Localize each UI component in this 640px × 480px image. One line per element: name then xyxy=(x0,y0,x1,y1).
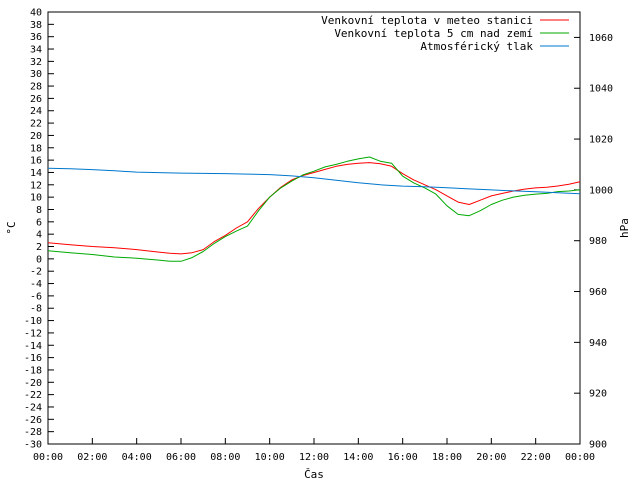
x-tick-label: 00:00 xyxy=(33,452,63,463)
right-axis-title: hPa xyxy=(618,218,631,238)
left-tick-label: -16 xyxy=(24,353,42,364)
x-tick-label: 20:00 xyxy=(476,452,506,463)
left-tick-label: 12 xyxy=(30,180,42,191)
left-tick-label: 6 xyxy=(36,217,42,228)
right-axis-tick-labels: 900 920 940 960 980 1000 1020 1040 1060 xyxy=(589,33,613,451)
left-tick-label: 32 xyxy=(30,57,42,68)
x-tick-label: 14:00 xyxy=(343,452,373,463)
right-tick-label: 920 xyxy=(589,389,607,400)
legend: Venkovní teplota v meteo stanici Venkovn… xyxy=(321,14,569,53)
plot-frame xyxy=(47,11,581,445)
left-tick-label: 40 xyxy=(30,8,42,19)
left-tick-label: 0 xyxy=(36,254,42,265)
series-lines xyxy=(47,156,581,262)
legend-label-ground-5cm: Venkovní teplota 5 cm nad zemí xyxy=(334,27,533,40)
x-tick-label: 02:00 xyxy=(77,452,107,463)
left-tick-label: -6 xyxy=(30,291,42,302)
x-tick-label: 06:00 xyxy=(166,452,196,463)
left-tick-label: 24 xyxy=(30,106,42,117)
legend-label-outdoor-station: Venkovní teplota v meteo stanici xyxy=(321,14,533,27)
left-tick-label: 28 xyxy=(30,82,42,93)
left-tick-label: 18 xyxy=(30,143,42,154)
left-tick-label: -22 xyxy=(24,390,42,401)
left-tick-label: 8 xyxy=(36,205,42,216)
left-tick-label: 22 xyxy=(30,119,42,130)
x-tick-label: 22:00 xyxy=(521,452,551,463)
left-tick-label: -24 xyxy=(24,402,42,413)
left-tick-label: -20 xyxy=(24,378,42,389)
left-tick-label: 20 xyxy=(30,131,42,142)
x-tick-label: 04:00 xyxy=(122,452,152,463)
left-tick-label: 34 xyxy=(30,45,42,56)
left-tick-label: 38 xyxy=(30,20,42,31)
x-tick-label: 12:00 xyxy=(299,452,329,463)
left-tick-label: -14 xyxy=(24,341,42,352)
right-tick-label: 980 xyxy=(589,236,607,247)
left-tick-label: -10 xyxy=(24,316,42,327)
x-tick-label: 16:00 xyxy=(388,452,418,463)
left-tick-label: -26 xyxy=(24,415,42,426)
left-tick-label: 14 xyxy=(30,168,42,179)
left-tick-label: 2 xyxy=(36,242,42,253)
series-line-1 xyxy=(47,156,581,262)
left-tick-label: 16 xyxy=(30,156,42,167)
legend-label-pressure: Atmosférický tlak xyxy=(420,40,533,53)
left-tick-label: 26 xyxy=(30,94,42,105)
x-axis-tick-labels: 00:00 02:00 04:00 06:00 08:00 10:00 12:00 14:00… xyxy=(33,452,595,463)
right-tick-label: 960 xyxy=(589,287,607,298)
x-tick-label: 10:00 xyxy=(255,452,285,463)
x-tick-label: 18:00 xyxy=(432,452,462,463)
left-tick-label: -12 xyxy=(24,328,42,339)
x-axis-title: Čas xyxy=(304,468,324,480)
left-tick-label: 36 xyxy=(30,32,42,43)
series-line-0 xyxy=(47,162,581,255)
series-line-2 xyxy=(47,167,581,195)
left-tick-label: 4 xyxy=(36,230,42,241)
right-tick-label: 940 xyxy=(589,338,607,349)
left-tick-label: -2 xyxy=(30,267,42,278)
left-axis-title: °C xyxy=(5,221,18,234)
right-tick-label: 1020 xyxy=(589,135,613,146)
left-tick-label: 30 xyxy=(30,69,42,80)
axis-ticks xyxy=(47,11,581,445)
x-tick-label: 08:00 xyxy=(210,452,240,463)
left-axis-tick-labels: -30-28-26-24-22-20-18-16-14-12-10-8-6-4-… xyxy=(24,8,42,451)
right-tick-label: 900 xyxy=(589,440,607,451)
left-tick-label: -4 xyxy=(30,279,42,290)
right-tick-label: 1040 xyxy=(589,84,613,95)
left-tick-label: -8 xyxy=(30,304,42,315)
left-tick-label: 10 xyxy=(30,193,42,204)
right-tick-label: 1000 xyxy=(589,185,613,196)
left-tick-label: -30 xyxy=(24,440,42,451)
left-tick-label: -28 xyxy=(24,427,42,438)
right-tick-label: 1060 xyxy=(589,33,613,44)
x-tick-label: 00:00 xyxy=(565,452,595,463)
left-tick-label: -18 xyxy=(24,365,42,376)
